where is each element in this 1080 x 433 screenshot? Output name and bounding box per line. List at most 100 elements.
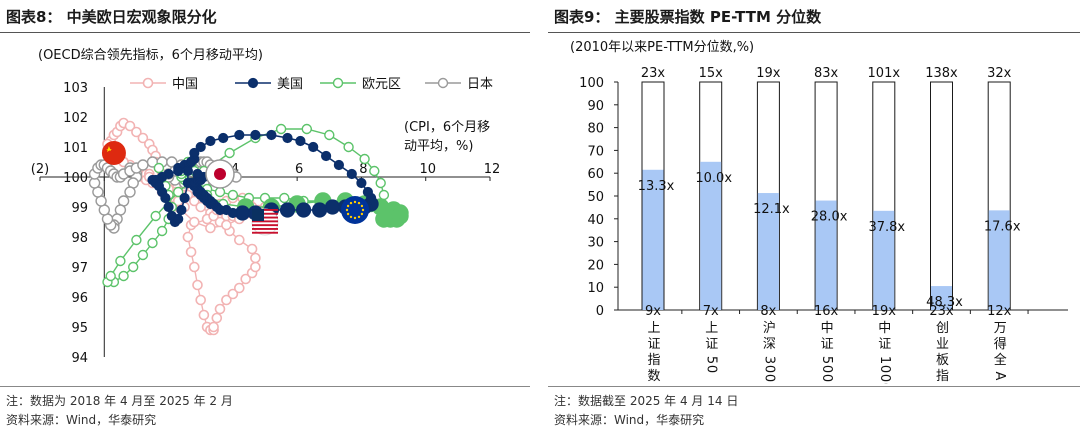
scatter-y-tick-label: 103: [63, 81, 88, 96]
scatter-point: [205, 222, 216, 234]
scatter-xlabel-line1: (CPI，6个月移: [404, 120, 490, 135]
scatter-y-tick-label: 97: [71, 261, 88, 276]
bar-group: 101x 37.8x 19x: [868, 66, 914, 319]
legend-label: 中国: [172, 77, 198, 92]
bar-group: 19x 12.1x 8x: [753, 66, 798, 319]
scatter-point: [172, 186, 184, 198]
scatter-x-tick-label: (2): [31, 162, 49, 177]
scatter-point: [227, 189, 239, 201]
scatter-point: [124, 186, 136, 198]
scatter-flag-markers: [101, 141, 369, 236]
scatter-point: [234, 129, 245, 141]
quadrant-scatter-chart: (OECD综合领先指标，6个月移动平均) 中国 美国 欧元区 日本 949596979…: [31, 48, 501, 366]
scatter-xlabel-line2: 动平均，%): [404, 139, 473, 154]
scatter-point: [137, 132, 149, 144]
scatter-point: [227, 288, 239, 300]
euro-flag-disc: [341, 196, 369, 224]
bar-category-char: 证: [821, 337, 834, 352]
bar-category-char: 中: [821, 321, 834, 336]
bar-category-char: 证: [647, 337, 660, 352]
us-flag-stripe: [252, 228, 278, 230]
bar-max-label: 19x: [756, 66, 781, 81]
scatter-point: [192, 168, 203, 180]
scatter-point: [173, 213, 184, 225]
euro-flag-star: [346, 212, 350, 216]
euro-flag-star: [361, 208, 365, 212]
bar-category-char: 全: [994, 352, 1007, 368]
bar-fill: [642, 169, 664, 310]
scatter-point: [195, 141, 206, 153]
scatter-point: [153, 162, 165, 174]
bar-category-labels: 上证指数上证50沪深300中证500中证1000创业板指万得全A: [647, 320, 1007, 384]
scatter-point: [195, 201, 206, 213]
euro-flag-star: [360, 204, 364, 208]
scatter-point: [218, 132, 229, 144]
scatter-y-tick-label: 98: [71, 231, 88, 246]
scatter-point: [246, 243, 258, 255]
euro-flag-star: [349, 215, 353, 219]
scatter-point: [250, 129, 261, 141]
bar-value-label: 37.8x: [868, 220, 905, 235]
legend-item-euro: 欧元区: [320, 77, 401, 92]
scatter-point: [279, 202, 296, 218]
right-source: 资料来源：Wind，华泰研究: [554, 413, 705, 427]
bar-value-label: 13.3x: [638, 179, 675, 194]
scatter-point: [147, 237, 158, 249]
scatter-point: [118, 270, 129, 282]
scatter-point: [275, 123, 287, 135]
bar-min-label: 8x: [760, 304, 776, 319]
bar-category-char: 得: [994, 336, 1007, 352]
scatter-point: [282, 132, 293, 144]
us-flag-stripe: [252, 212, 278, 215]
scatter-point: [150, 210, 161, 222]
scatter-x-tick-label: 6: [295, 162, 303, 177]
bar-category-char: 数: [647, 369, 660, 384]
bar-min-label: 23x: [929, 304, 954, 319]
pe-percentile-bar-chart: (2010年以来PE-TTM分位数,%) 0102030405060708090…: [570, 40, 1068, 384]
china-flag-star: [105, 146, 112, 152]
euro-flag-star: [357, 215, 361, 219]
legend-item-japan: 日本: [425, 77, 493, 92]
bar-value-label: 12.1x: [753, 202, 790, 217]
scatter-point: [182, 165, 193, 177]
bar-category-char: 沪: [763, 320, 776, 336]
bar-max-label: 101x: [868, 66, 901, 81]
scatter-point: [308, 141, 319, 153]
scatter-point: [295, 135, 306, 147]
legend-item-china: 中国: [130, 77, 198, 92]
us-flag-stripe: [252, 216, 278, 219]
euro-flag-star: [353, 216, 357, 220]
scatter-point: [234, 282, 245, 294]
bar-category-char: 0: [877, 365, 892, 373]
bar-fill: [700, 161, 722, 310]
bar-category-char: 上: [705, 321, 718, 336]
bar-fill: [931, 286, 952, 310]
scatter-point: [182, 231, 194, 243]
bar-category-char: 创: [936, 321, 949, 336]
bar-min-label: 19x: [872, 304, 897, 319]
scatter-point: [189, 261, 200, 273]
scatter-x-tick-label: 12: [484, 162, 501, 177]
bar-category-char: 证: [705, 337, 718, 352]
scatter-point: [356, 177, 367, 189]
bar-max-label: 32x: [987, 66, 1012, 81]
left-note-rule: [0, 386, 530, 387]
bar-y-tick-label: 90: [587, 99, 604, 114]
right-title-rule: [548, 32, 1080, 33]
legend-label: 日本: [467, 77, 493, 92]
bar-fill: [815, 200, 837, 310]
bar-y-tick-label: 20: [587, 258, 604, 273]
scatter-point: [250, 261, 261, 273]
bar-outline: [930, 81, 953, 311]
scatter-point: [250, 252, 261, 264]
scatter-point: [198, 309, 210, 321]
scatter-point: [176, 204, 187, 216]
bar-fill: [873, 210, 895, 310]
scatter-point: [221, 219, 232, 231]
bar-min-label: 9x: [645, 304, 661, 319]
bar-value-label: 10.0x: [695, 171, 732, 186]
bar-min-label: 7x: [703, 304, 719, 319]
scatter-point: [156, 225, 168, 237]
scatter-point: [266, 129, 277, 141]
right-note-rule: [548, 386, 1080, 387]
